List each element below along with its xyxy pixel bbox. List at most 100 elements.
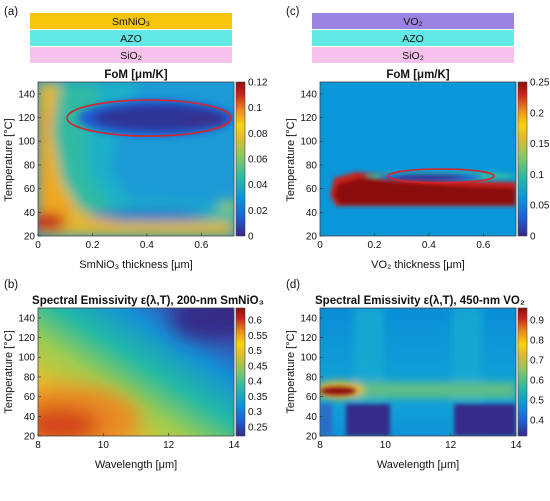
y-tick-label: 140 (18, 89, 35, 100)
y-tick-label: 100 (18, 353, 35, 364)
colorbar-tick-label: 0 (530, 232, 536, 243)
heatmap-a (38, 82, 234, 236)
y-ticks-b: 20 40 60 80 100 120 140 (18, 313, 41, 443)
highlight-ellipse-a (66, 99, 232, 137)
y-tick-label: 140 (300, 313, 317, 324)
colorbar-b (235, 307, 246, 437)
colorbar-a (235, 81, 246, 237)
x-tick-label: 12 (445, 440, 457, 451)
colorbar-tick-label: 0.4 (248, 377, 262, 388)
layer-a-top-label: SmNiO₃ (112, 16, 150, 28)
y-tick-label: 80 (306, 372, 318, 383)
x-tick-label: 12 (163, 440, 175, 451)
chart-c-title: FoM [μm/K] (386, 69, 449, 81)
x-tick-label: 0 (35, 240, 41, 251)
layer-a-mid (30, 30, 232, 46)
colorbar-tick-label: 0.35 (248, 392, 268, 403)
x-ticks-c: 0 0.2 0.4 0.6 (317, 233, 491, 251)
heatmap-d (320, 308, 516, 436)
y-tick-label: 120 (300, 333, 317, 344)
colorbar-tick-label: 0 (248, 232, 254, 243)
y-label-d: Temperature [°C] (285, 330, 297, 413)
y-tick-label: 60 (306, 184, 318, 195)
axes-c: 20 40 60 80 100 120 140 0 0.2 0.4 0.6 Temperature… (285, 89, 491, 271)
y-tick-label: 100 (18, 137, 35, 148)
layer-c-bottom-label: SiO₂ (402, 50, 424, 62)
chart-a-title: FoM [μm/K] (104, 69, 167, 81)
x-ticks-d: 8 10 12 14 (317, 433, 522, 451)
y-label-c: Temperature [°C] (285, 118, 297, 201)
y-ticks-a: 20 40 60 80 100 120 140 (18, 89, 41, 243)
colorbar-tick-label: 0.04 (248, 180, 268, 191)
chart-d-title: Spectral Emissivity ε(λ,T), 450-nm VO₂ (315, 295, 525, 307)
x-tick-label: 10 (380, 440, 392, 451)
x-ticks-b: 8 10 12 14 (35, 433, 240, 451)
colorbar-ticks-d: 0.4 0.5 0.6 0.7 0.8 0.9 (530, 316, 544, 427)
x-tick-label: 0.4 (422, 240, 436, 251)
y-tick-label: 40 (306, 208, 318, 219)
panel-label-b: (b) (4, 279, 18, 291)
plot-frame-c (319, 81, 517, 237)
y-tick-label: 40 (306, 412, 318, 423)
y-tick-label: 20 (24, 432, 36, 443)
colorbar-tick-label: 0.1 (530, 170, 544, 181)
heatmap-c (320, 82, 516, 236)
axes-d: 20 40 60 80 100 120 140 8 10 12 14 Temperature [°… (285, 313, 522, 471)
colorbar-tick-label: 0.8 (530, 336, 544, 347)
y-tick-label: 100 (300, 353, 317, 364)
x-tick-label: 0.4 (140, 240, 154, 251)
y-tick-label: 140 (18, 313, 35, 324)
y-tick-label: 20 (24, 232, 36, 243)
panel-label-d: (d) (286, 279, 300, 291)
y-tick-label: 40 (24, 412, 36, 423)
x-tick-label: 0 (317, 240, 323, 251)
colorbar-tick-label: 0.15 (530, 139, 550, 150)
colorbar-tick-label: 0.9 (530, 316, 544, 327)
y-tick-label: 120 (18, 333, 35, 344)
layer-a-bottom (30, 47, 232, 63)
x-tick-label: 0.2 (85, 240, 99, 251)
panel-label-a: (a) (4, 6, 18, 18)
layer-c-top-label: VO₂ (403, 16, 422, 28)
colorbar-c (517, 81, 528, 237)
x-tick-label: 10 (98, 440, 110, 451)
layer-a-mid-label: AZO (120, 33, 142, 45)
x-label-a: SmNiO₃ thickness [μm] (79, 259, 193, 271)
colorbar-tick-label: 0.1 (248, 103, 262, 114)
colorbar-tick-label: 0.08 (248, 129, 268, 140)
chart-b-title: Spectral Emissivity ε(λ,T), 200-nm SmNiO… (32, 295, 264, 307)
y-tick-label: 100 (300, 137, 317, 148)
colorbar-tick-label: 0.6 (530, 376, 544, 387)
layer-stack-a: SmNiO₃ AZO SiO₂ (30, 13, 232, 63)
colorbar-tick-label: 0.05 (530, 201, 550, 212)
colorbar-tick-label: 0.5 (248, 346, 262, 357)
colorbar-tick-label: 0.2 (530, 108, 544, 119)
colorbar-tick-label: 0.4 (530, 416, 544, 427)
layer-c-top (312, 13, 514, 29)
colorbar-tick-label: 0.7 (530, 356, 544, 367)
plot-frame-b (37, 307, 235, 437)
x-label-b: Wavelength [μm] (95, 459, 177, 471)
y-tick-label: 120 (300, 113, 317, 124)
layer-c-bottom (312, 47, 514, 63)
plot-frame-d (319, 307, 517, 437)
colorbar-tick-label: 0.25 (530, 78, 550, 89)
colorbar-tick-label: 0.02 (248, 206, 268, 217)
colorbar-d (517, 307, 528, 437)
axes-a: 20 40 60 80 100 120 140 0 0.2 0.4 0.6 Temperature… (3, 89, 209, 271)
colorbar-tick-label: 0.12 (248, 78, 268, 89)
layer-stack-c: VO₂ AZO SiO₂ (312, 13, 514, 63)
y-tick-label: 80 (306, 160, 318, 171)
x-tick-label: 0.6 (194, 240, 208, 251)
x-tick-label: 8 (35, 440, 41, 451)
highlight-ellipse-c (387, 168, 495, 184)
plot-frame-a (37, 81, 235, 237)
axes-b: 20 40 60 80 100 120 140 8 10 12 14 Temperature [°… (3, 313, 240, 471)
x-tick-label: 14 (510, 440, 522, 451)
x-label-d: Wavelength [μm] (377, 459, 459, 471)
y-tick-label: 20 (306, 232, 318, 243)
colorbar-ticks-c: 0 0.05 0.1 0.15 0.2 0.25 (530, 78, 550, 243)
y-tick-label: 60 (24, 184, 36, 195)
layer-c-mid-label: AZO (402, 33, 424, 45)
